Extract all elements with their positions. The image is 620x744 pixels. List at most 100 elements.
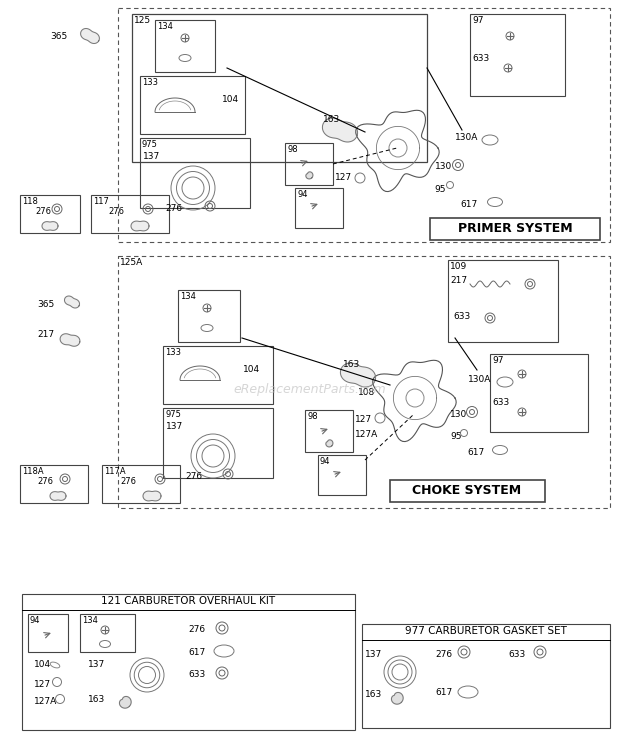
Bar (91, 195, 169, 233)
Text: 617: 617 (467, 448, 484, 457)
Text: 633: 633 (492, 398, 509, 407)
Bar (470, 14, 565, 96)
Text: 163: 163 (365, 690, 383, 699)
Polygon shape (120, 696, 131, 708)
Text: 633: 633 (472, 54, 489, 63)
Polygon shape (322, 118, 358, 142)
Bar (28, 614, 68, 652)
Text: 95: 95 (450, 432, 461, 441)
Text: 98: 98 (287, 145, 298, 154)
Polygon shape (340, 363, 376, 387)
Text: 117: 117 (93, 197, 109, 206)
Polygon shape (143, 491, 161, 501)
Bar (22, 594, 355, 730)
Polygon shape (64, 296, 79, 308)
Text: 94: 94 (320, 457, 330, 466)
Text: 127A: 127A (355, 430, 378, 439)
Text: 127: 127 (335, 173, 352, 182)
Text: 217: 217 (450, 276, 467, 285)
Polygon shape (60, 334, 80, 346)
Text: 137: 137 (143, 152, 160, 161)
Text: 975: 975 (142, 140, 158, 149)
Text: 130A: 130A (455, 133, 479, 142)
Text: 108: 108 (358, 388, 375, 397)
Text: 130A: 130A (468, 375, 492, 384)
Text: 617: 617 (435, 688, 452, 697)
Text: 276: 276 (108, 207, 124, 216)
Text: 104: 104 (222, 95, 239, 104)
Polygon shape (391, 693, 403, 704)
Bar (490, 354, 588, 432)
Bar (318, 455, 366, 495)
Text: 276: 276 (37, 477, 53, 486)
Text: 130: 130 (450, 410, 467, 419)
Polygon shape (81, 28, 99, 43)
Polygon shape (50, 492, 66, 501)
Text: 94: 94 (297, 190, 308, 199)
Text: 133: 133 (165, 348, 181, 357)
Text: 137: 137 (166, 422, 184, 431)
Text: 97: 97 (472, 16, 484, 25)
Text: 977 CARBURETOR GASKET SET: 977 CARBURETOR GASKET SET (405, 626, 567, 636)
Text: 117A: 117A (104, 467, 126, 476)
Text: 118: 118 (22, 197, 38, 206)
Text: 130: 130 (435, 162, 452, 171)
Bar (132, 14, 427, 162)
Text: 276: 276 (188, 625, 205, 634)
Bar (118, 256, 610, 508)
Bar (163, 408, 273, 478)
Text: PRIMER SYSTEM: PRIMER SYSTEM (458, 222, 572, 235)
Text: 125: 125 (134, 16, 151, 25)
Bar (295, 188, 343, 228)
Text: eReplacementParts.com: eReplacementParts.com (234, 383, 386, 397)
Text: 276: 276 (35, 207, 51, 216)
Bar (140, 76, 245, 134)
Text: 94: 94 (30, 616, 40, 625)
Bar (305, 410, 353, 452)
Bar (20, 465, 88, 503)
Text: 127: 127 (355, 415, 372, 424)
Text: 217: 217 (37, 330, 54, 339)
Text: 121 CARBURETOR OVERHAUL KIT: 121 CARBURETOR OVERHAUL KIT (101, 596, 275, 606)
Text: 633: 633 (508, 650, 525, 659)
Text: 127: 127 (34, 680, 51, 689)
Bar (178, 290, 240, 342)
Text: CHOKE SYSTEM: CHOKE SYSTEM (412, 484, 521, 497)
Bar (390, 480, 545, 502)
Text: 133: 133 (142, 78, 158, 87)
Text: 125A: 125A (120, 258, 143, 267)
Text: 276: 276 (185, 472, 202, 481)
Text: 365: 365 (37, 300, 55, 309)
Bar (155, 20, 215, 72)
Text: 137: 137 (365, 650, 383, 659)
Text: 104: 104 (243, 365, 260, 374)
Text: 127A: 127A (34, 697, 57, 706)
Text: 95: 95 (434, 185, 446, 194)
Bar (163, 346, 273, 404)
Text: 276: 276 (120, 477, 136, 486)
Text: 276: 276 (165, 204, 182, 213)
Bar (102, 465, 180, 503)
Text: 134: 134 (157, 22, 173, 31)
Polygon shape (42, 222, 58, 231)
Bar (118, 8, 610, 242)
Text: 134: 134 (180, 292, 196, 301)
Text: 104: 104 (34, 660, 51, 669)
Polygon shape (131, 221, 149, 231)
Text: 118A: 118A (22, 467, 43, 476)
Bar (285, 143, 333, 185)
Text: 617: 617 (460, 200, 477, 209)
Bar (80, 614, 135, 652)
Text: 134: 134 (82, 616, 98, 625)
Bar (448, 260, 558, 342)
Text: 163: 163 (88, 695, 105, 704)
Polygon shape (326, 440, 333, 447)
Text: 276: 276 (435, 650, 452, 659)
Text: 137: 137 (88, 660, 105, 669)
Bar (140, 138, 250, 208)
Text: 633: 633 (188, 670, 205, 679)
Text: 617: 617 (188, 648, 205, 657)
Text: 365: 365 (50, 32, 67, 41)
Bar (20, 195, 80, 233)
Text: 163: 163 (343, 360, 360, 369)
